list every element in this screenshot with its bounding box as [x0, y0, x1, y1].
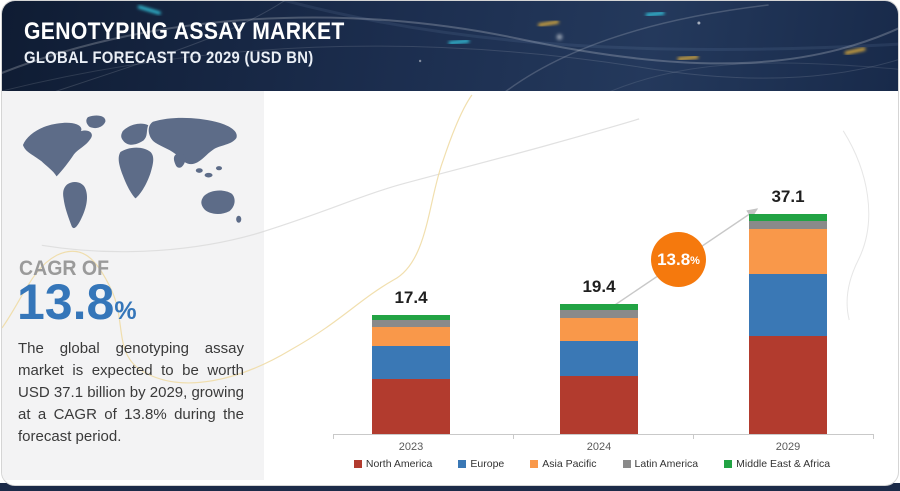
axis-tick	[693, 434, 694, 439]
bar-segment-europe-2029	[749, 273, 827, 337]
bar-segment-latin-america-2023	[372, 320, 450, 328]
legend-label-asia-pacific: Asia Pacific	[542, 458, 597, 470]
network-lines-graphic	[2, 1, 898, 91]
bar-segment-north-america-2023	[372, 379, 450, 434]
title-block: GENOTYPING ASSAY MARKET GLOBAL FORECAST …	[24, 18, 388, 68]
bar-segment-middle-east-africa-2023	[372, 315, 450, 321]
bar-segment-asia-pacific-2023	[372, 327, 450, 347]
axis-category-label-2029: 2029	[775, 441, 801, 453]
bar-segment-north-america-2029	[749, 336, 827, 434]
legend-label-latin-america: Latin America	[634, 458, 699, 470]
legend-label-middle-east-africa: Middle East & Africa	[736, 458, 831, 470]
chart-legend: North America Europe Asia Pacific Latin Ame…	[302, 458, 882, 470]
page-title: GENOTYPING ASSAY MARKET	[24, 18, 345, 45]
legend-item-latin-america: Latin America	[622, 458, 699, 470]
bar-segment-north-america-2024	[560, 375, 638, 434]
legend-item-asia-pacific: Asia Pacific	[530, 458, 597, 470]
bar-segment-latin-america-2029	[749, 221, 827, 229]
axis-tick	[873, 434, 874, 439]
legend-item-europe: Europe	[458, 458, 504, 470]
bar-segment-europe-2024	[560, 340, 638, 376]
bar-total-label-2029: 37.1	[771, 187, 805, 206]
x-axis-line	[333, 434, 874, 435]
legend-swatch-latin-america	[622, 460, 631, 468]
bottom-accent-bar	[0, 483, 900, 491]
cagr-badge-value: 13.8	[657, 249, 691, 269]
legend-swatch-middle-east-africa	[724, 460, 733, 468]
legend-item-north-america: North America	[353, 458, 433, 470]
bar-segment-europe-2023	[372, 346, 450, 380]
legend-swatch-asia-pacific	[530, 460, 539, 468]
bar-segment-asia-pacific-2029	[749, 228, 827, 274]
legend-swatch-europe	[458, 460, 467, 468]
legend-item-middle-east-africa: Middle East & Africa	[724, 458, 830, 470]
header-banner: GENOTYPING ASSAY MARKET GLOBAL FORECAST …	[2, 1, 898, 91]
page-subtitle: GLOBAL FORECAST TO 2029 (USD BN)	[24, 49, 314, 67]
legend-label-europe: Europe	[470, 458, 505, 470]
legend-label-north-america: North America	[365, 458, 433, 470]
cagr-badge: 13.8%	[651, 232, 706, 287]
legend-swatch-north-america	[353, 460, 362, 468]
bar-segment-latin-america-2024	[560, 310, 638, 319]
bar-segment-middle-east-africa-2024	[560, 304, 638, 311]
axis-category-label-2024: 2024	[586, 441, 612, 453]
axis-tick	[513, 434, 514, 439]
bar-segment-asia-pacific-2024	[560, 318, 638, 341]
axis-tick	[333, 434, 334, 439]
bar-total-label-2023: 17.4	[394, 288, 428, 307]
axis-category-label-2023: 2023	[398, 441, 424, 453]
bar-segment-middle-east-africa-2029	[749, 214, 827, 222]
bar-total-label-2024: 19.4	[582, 277, 616, 296]
cagr-badge-percent-sign: %	[690, 255, 700, 267]
